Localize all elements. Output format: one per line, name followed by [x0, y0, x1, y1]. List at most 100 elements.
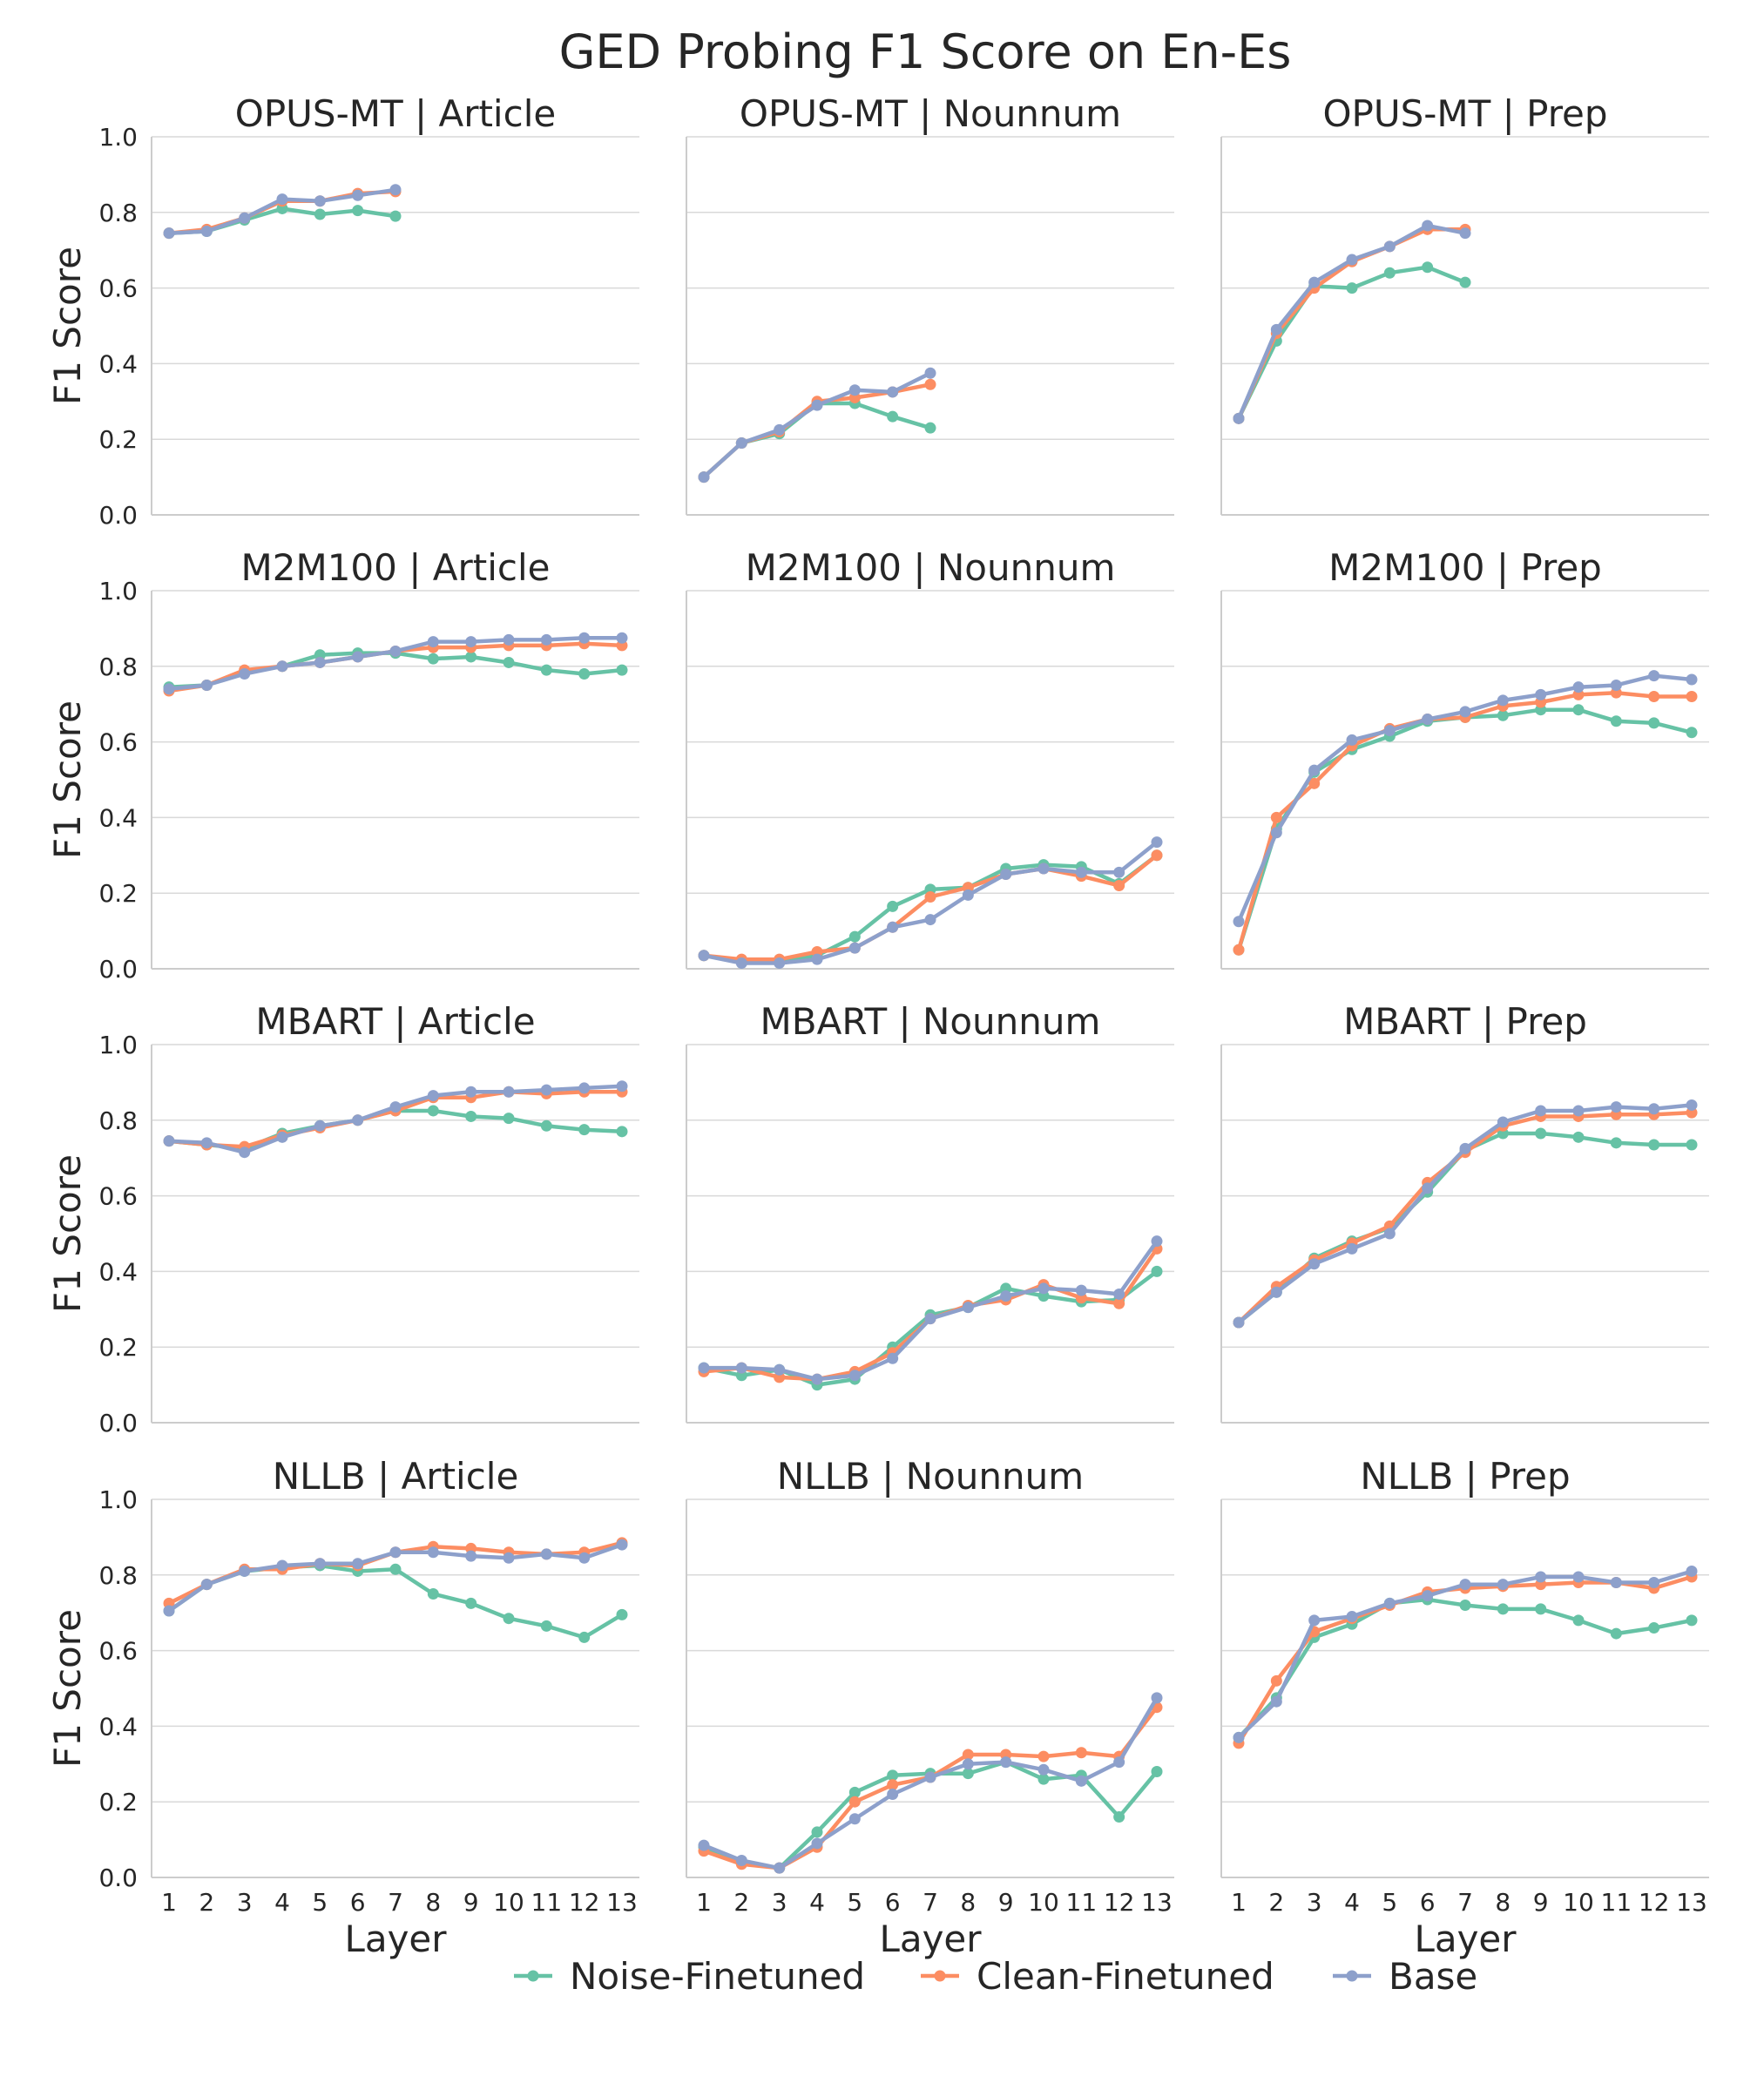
x-tick-label: 1 — [696, 1888, 712, 1917]
data-point — [465, 636, 477, 648]
panel-m2m100-nounnum: M2M100 | Nounnum — [686, 546, 1174, 970]
series-line-noise-finetuned — [1236, 1131, 1694, 1325]
data-point — [1151, 1765, 1163, 1777]
series-base — [1233, 1565, 1698, 1743]
data-point — [578, 1124, 591, 1136]
data-point — [1000, 869, 1012, 880]
data-point — [1459, 1579, 1471, 1591]
x-tick-label: 2 — [733, 1888, 749, 1917]
data-point — [811, 953, 823, 965]
legend-label: Base — [1389, 1955, 1477, 1998]
data-point — [887, 410, 899, 423]
panel-opus-mt-article: OPUS-MT | Article 0.0 0.2 0.4 0.6 0.8 1.0 F1 Sc… — [46, 92, 639, 530]
data-point — [1037, 862, 1050, 875]
figure-title: GED Probing F1 Score on En-Es — [559, 24, 1292, 79]
data-point — [924, 422, 936, 434]
data-point — [503, 1552, 515, 1564]
data-point — [1535, 1105, 1547, 1117]
y-tick-label: 0.0 — [98, 501, 138, 530]
data-point — [1459, 1600, 1471, 1612]
data-point — [1610, 1576, 1622, 1588]
data-point — [1497, 694, 1509, 707]
data-point — [1308, 1614, 1321, 1627]
data-point — [1686, 727, 1698, 739]
data-point — [848, 1370, 861, 1382]
panel-opus-mt-nounnum: OPUS-MT | Nounnum — [686, 92, 1174, 516]
legend-swatch-marker — [934, 1970, 946, 1982]
data-point — [427, 1588, 439, 1600]
y-tick-label: 0.6 — [98, 274, 138, 303]
data-point — [698, 1839, 710, 1851]
panel-title: NLLB | Article — [273, 1455, 519, 1498]
data-point — [1648, 691, 1660, 703]
data-point — [503, 656, 515, 668]
data-point — [1610, 680, 1622, 691]
data-point — [465, 1597, 477, 1609]
data-point — [616, 1608, 628, 1620]
series-base — [163, 184, 402, 240]
data-point — [503, 1113, 515, 1125]
data-point — [924, 1771, 936, 1783]
data-point — [848, 930, 861, 943]
panel-title: M2M100 | Prep — [1328, 546, 1602, 589]
data-point — [578, 1552, 591, 1564]
data-point — [389, 1546, 402, 1559]
data-point — [735, 1362, 747, 1374]
data-point — [848, 384, 861, 396]
legend-swatch-marker — [1346, 1970, 1358, 1982]
data-point — [962, 1768, 974, 1780]
panel-title: MBART | Prep — [1343, 1000, 1587, 1043]
y-tick-label: 0.4 — [98, 1712, 138, 1741]
data-point — [465, 1086, 477, 1098]
series-clean-finetuned — [1233, 687, 1698, 956]
x-tick-label: 1 — [161, 1888, 177, 1917]
data-point — [1572, 704, 1585, 716]
data-point — [1233, 1731, 1245, 1743]
data-point — [616, 1539, 628, 1551]
data-point — [540, 633, 552, 646]
panel-m2m100-prep: M2M100 | Prep — [1220, 546, 1709, 970]
data-point — [1648, 1139, 1660, 1151]
x-tick-label: 8 — [425, 1888, 441, 1917]
data-point — [962, 1302, 974, 1314]
data-point — [239, 667, 251, 680]
data-point — [848, 1813, 861, 1825]
data-point — [1075, 866, 1087, 878]
panel-title: MBART | Article — [255, 1000, 535, 1043]
y-tick-label: 1.0 — [98, 1031, 138, 1059]
data-point — [1113, 1297, 1125, 1309]
data-point — [811, 1837, 823, 1850]
data-point — [1648, 717, 1660, 729]
data-point — [1270, 827, 1282, 839]
data-point — [887, 1352, 899, 1364]
series-base — [1233, 670, 1698, 928]
y-tick-label: 0.6 — [98, 728, 138, 757]
data-point — [924, 367, 936, 379]
data-point — [1535, 688, 1547, 700]
x-tick-label: 13 — [1676, 1888, 1707, 1917]
series-line-base — [166, 1084, 625, 1154]
data-point — [1535, 1571, 1547, 1583]
data-point — [1610, 1627, 1622, 1640]
data-point — [1383, 725, 1396, 737]
y-tick-label: 0.0 — [98, 1864, 138, 1892]
data-point — [1346, 734, 1358, 746]
data-point — [239, 212, 251, 224]
data-point — [1308, 764, 1321, 776]
y-tick-label: 1.0 — [98, 1485, 138, 1514]
data-point — [1037, 1773, 1050, 1785]
data-point — [848, 942, 861, 954]
data-point — [276, 660, 288, 673]
x-tick-label: 4 — [1344, 1888, 1360, 1917]
series-line-noise-finetuned — [166, 1108, 625, 1151]
data-point — [1037, 1763, 1050, 1776]
data-point — [887, 921, 899, 933]
data-point — [1270, 1674, 1282, 1687]
data-point — [1535, 1603, 1547, 1615]
data-point — [1686, 691, 1698, 703]
series-base — [163, 1539, 628, 1617]
data-point — [1459, 227, 1471, 240]
y-tick-label: 0.8 — [98, 199, 138, 227]
series-base — [163, 632, 628, 695]
